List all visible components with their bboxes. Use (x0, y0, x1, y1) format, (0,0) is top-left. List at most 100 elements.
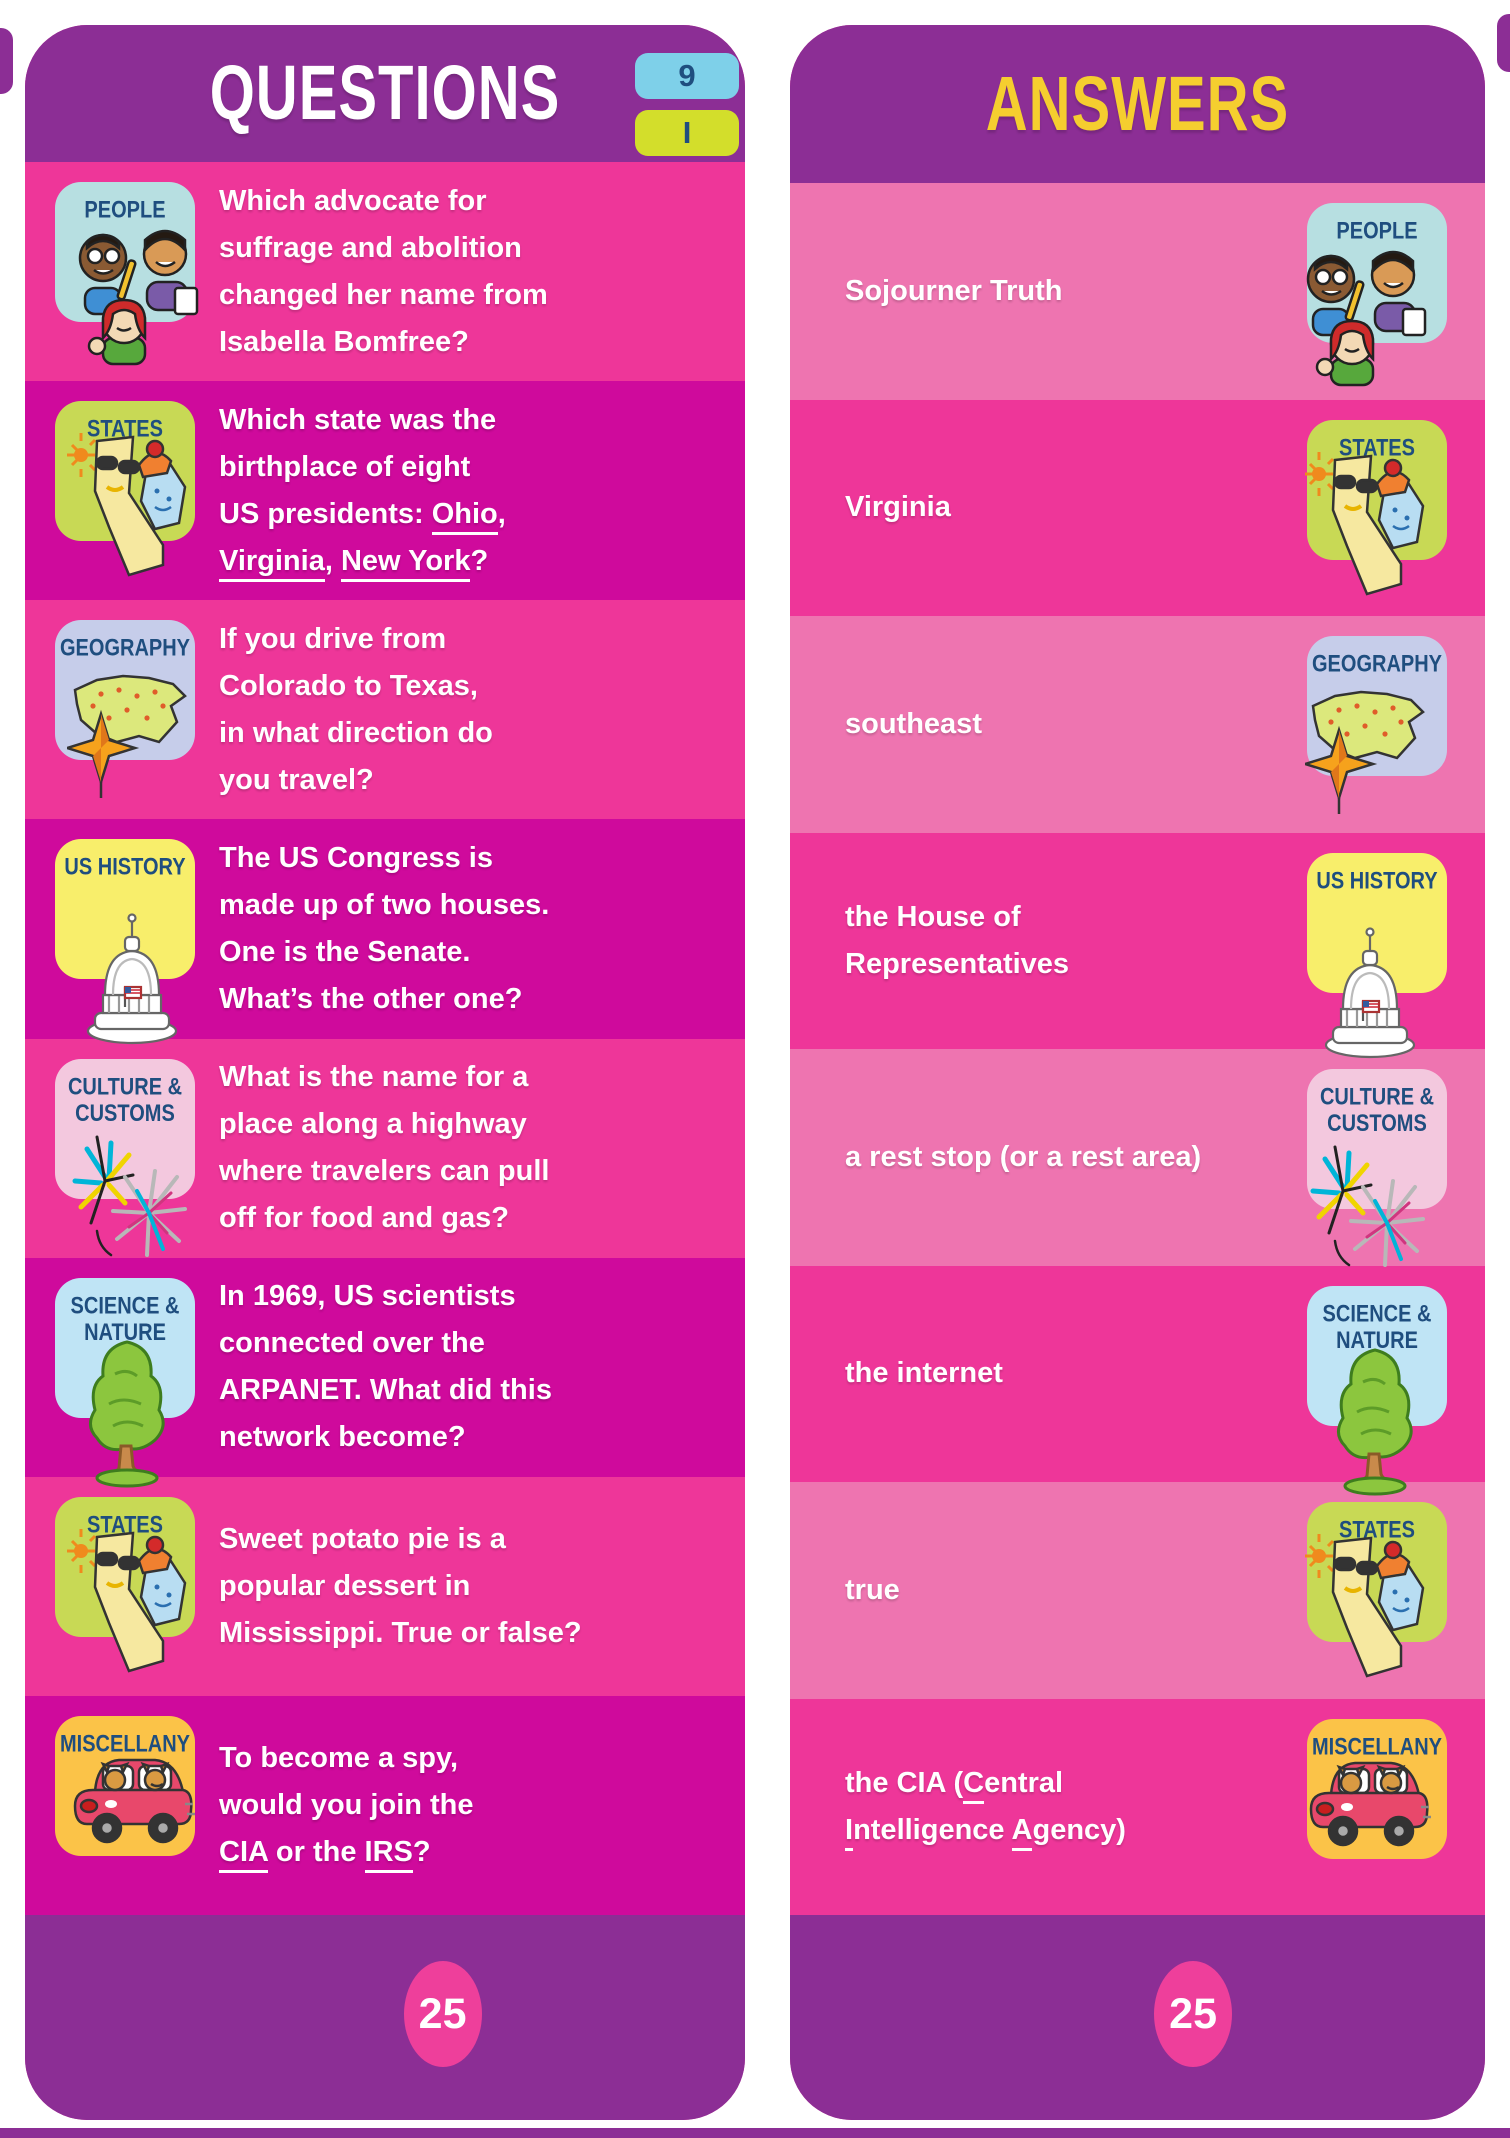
category-badge: STATES (55, 401, 195, 542)
category-label: SCIENCE & NATURE (70, 1292, 180, 1346)
card-number-badge: 25 (403, 1961, 482, 2067)
questions-title: QUESTIONS (209, 50, 561, 137)
category-badge: PEOPLE (55, 182, 195, 322)
category-label: US HISTORY (64, 854, 186, 881)
category-label: CULTURE & CUSTOMS (67, 1073, 183, 1127)
text-segment: network become? (219, 1421, 466, 1454)
category-label: CULTURE & CUSTOMS (1319, 1083, 1435, 1137)
category-label: US HISTORY (1316, 867, 1438, 894)
text-segment: suffrage and abolition (219, 231, 522, 264)
answer-row-2: Virginia STATES (790, 399, 1485, 616)
deck-tab-label: 9 (678, 58, 696, 93)
category-label: STATES (1339, 434, 1415, 461)
text-segment: where travelers can pull (219, 1155, 550, 1188)
category-badge: STATES (55, 1496, 195, 1637)
text-segment: ? (412, 1835, 431, 1868)
card-number: 25 (418, 1989, 467, 2038)
text-segment: made up of two houses. (219, 888, 550, 921)
category-badge-area: PEOPLE (25, 162, 199, 381)
answers-title: ANSWERS (985, 61, 1290, 147)
answer-row-4: the House of Representatives US HISTORY (790, 832, 1485, 1058)
background-card-edge-top-right (1497, 14, 1510, 72)
text-segment: US presidents: (219, 497, 432, 530)
category-badge: STATES (1307, 1502, 1447, 1642)
underlined-text: A (1011, 1813, 1033, 1851)
questions-card-footer: 25 (25, 1915, 745, 2120)
question-text: Which advocate for suffrage and abolition… (195, 168, 745, 376)
category-badge-area: STATES (1305, 1482, 1485, 1699)
question-text: Sweet potato pie is a popular dessert in M… (195, 1506, 745, 1667)
text-segment: Colorado to Texas, (219, 669, 478, 702)
question-row-5: CULTURE & CUSTOMS (25, 1038, 745, 1258)
text-segment: In 1969, US scientists (219, 1280, 516, 1313)
category-badge: CULTURE & CUSTOMS (55, 1058, 195, 1199)
text-segment: place along a highway (219, 1108, 527, 1141)
category-label: STATES (87, 1511, 163, 1539)
text-segment: , (324, 544, 341, 577)
category-badge: GEOGRAPHY (1307, 636, 1447, 776)
text-segment: Mississippi. True or false? (219, 1616, 582, 1649)
category-badge-area: CULTURE & CUSTOMS (1307, 1049, 1485, 1267)
category-badge-area: GEOGRAPHY (1305, 616, 1485, 833)
text-segment: the CIA ( (845, 1766, 964, 1799)
category-badge-area: MISCELLANY (25, 1696, 195, 1915)
question-text: In 1969, US scientists connected over the… (195, 1263, 745, 1471)
category-badge-area: CULTURE & CUSTOMS (25, 1039, 195, 1258)
answer-row-8: the CIA (Central Intelligence Agency) MIS… (790, 1698, 1485, 1916)
category-badge-area: GEOGRAPHY (25, 600, 195, 819)
category-label: PEOPLE (84, 196, 166, 224)
category-label: GEOGRAPHY (1311, 650, 1443, 678)
category-badge-area: STATES (25, 1477, 195, 1696)
text-segment: you travel? (219, 763, 374, 796)
question-row-3: GEOGRAPHY If you drive from Colorado to T… (25, 600, 745, 820)
category-badge: STATES (1307, 419, 1447, 560)
question-text: What is the name for a place along a high… (195, 1044, 745, 1252)
text-segment: would you join the (219, 1788, 474, 1821)
category-label: PEOPLE (1336, 217, 1418, 245)
answer-row-7: true STATES (790, 1482, 1485, 1699)
answers-card-footer: 25 (790, 1915, 1485, 2120)
question-text: The US Congress is made up of two houses.… (195, 825, 745, 1033)
question-row-7: STATES Sweet potato pie is a popular dess… (25, 1476, 745, 1696)
category-badge: SCIENCE & NATURE (1307, 1285, 1447, 1426)
text-segment: gency) (1032, 1813, 1126, 1846)
text-segment: , (497, 497, 506, 530)
text-segment: connected over the (219, 1327, 485, 1360)
text-segment: entral (984, 1766, 1064, 1799)
text-segment: Which state was the (219, 403, 497, 436)
category-label: MISCELLANY (1312, 1733, 1442, 1760)
category-label: SCIENCE & NATURE (1322, 1300, 1432, 1354)
text-segment: southeast (845, 707, 982, 740)
category-badge: SCIENCE & NATURE (55, 1277, 195, 1418)
underlined-text: C (963, 1766, 985, 1804)
underlined-text: CIA (219, 1835, 268, 1873)
text-segment: true (845, 1573, 900, 1606)
answer-text: the CIA (Central Intelligence Agency) (790, 1750, 1307, 1864)
question-row-4: US HISTORY The US Congress is made up of … (25, 819, 745, 1045)
questions-rows: PEOPLE Which advocate for suffrage and ab… (25, 162, 745, 1915)
text-segment: ? (470, 544, 489, 577)
answer-row-6: the internet SCIENCE & NATURE (790, 1265, 1485, 1495)
answer-text: southeast (790, 691, 1307, 758)
question-row-1: PEOPLE Which advocate for suffrage and ab… (25, 162, 745, 382)
category-badge-area: SCIENCE & NATURE (1307, 1266, 1485, 1495)
answers-card-header: ANSWERS (790, 25, 1485, 183)
category-badge: MISCELLANY (55, 1715, 195, 1856)
text-segment: One is the Senate. (219, 935, 471, 968)
category-badge-area: MISCELLANY (1307, 1699, 1485, 1916)
text-segment: the internet (845, 1357, 1003, 1390)
text-segment: Isabella Bomfree? (219, 325, 469, 358)
answer-text: the House of Representatives (790, 884, 1307, 998)
answers-rows: Sojourner Truth PEOPLE Virgin (790, 183, 1485, 1915)
category-badge-area: SCIENCE & NATURE (25, 1258, 195, 1488)
text-segment: the House of (845, 900, 1021, 933)
answer-text: Virginia (790, 474, 1307, 541)
text-segment: What is the name for a (219, 1061, 529, 1094)
text-segment: If you drive from (219, 622, 447, 655)
answer-text: true (790, 1557, 1307, 1624)
category-badge-area: US HISTORY (1307, 833, 1485, 1058)
text-segment: ntelligence (853, 1813, 1012, 1846)
answer-row-3: southeast GEOGRAPHY (790, 616, 1485, 833)
category-badge: GEOGRAPHY (55, 620, 195, 761)
